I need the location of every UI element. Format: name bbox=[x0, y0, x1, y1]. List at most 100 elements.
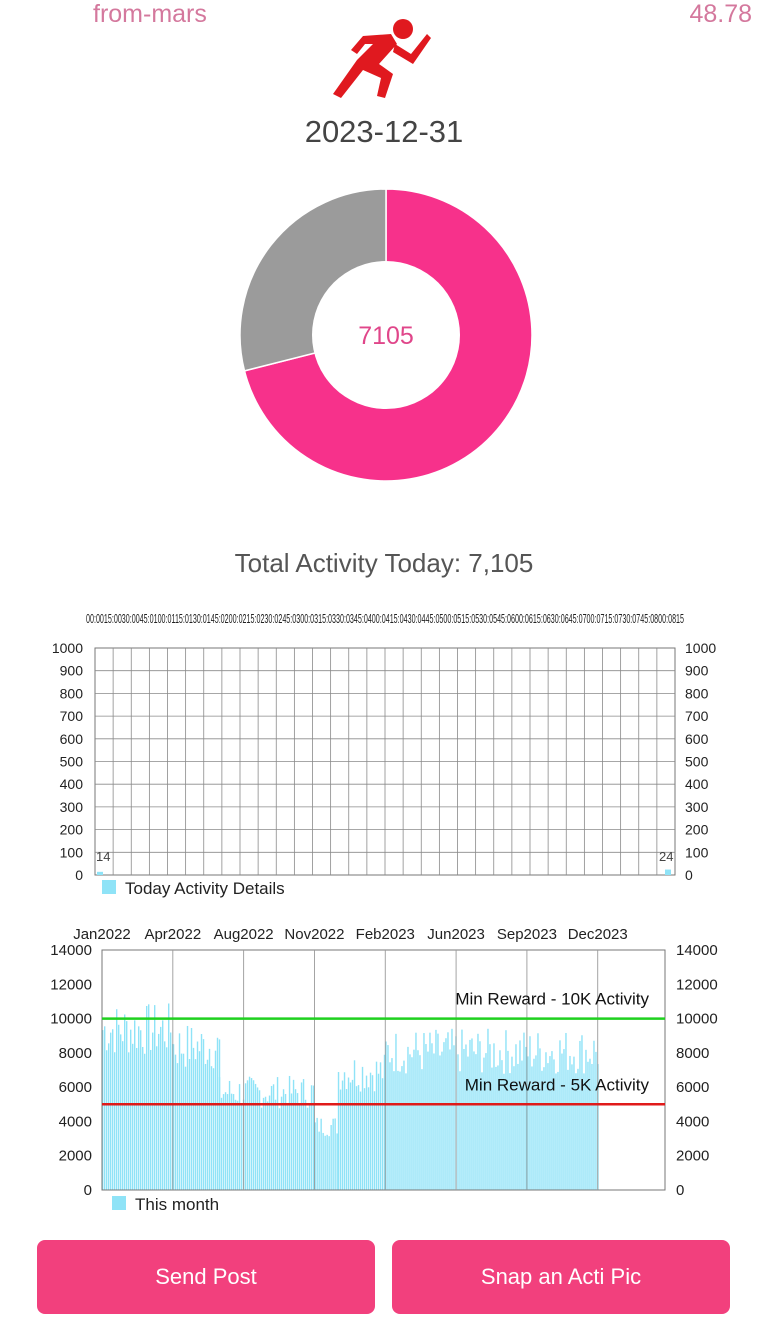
c2-bar bbox=[593, 1040, 595, 1190]
c2-y-tick-right: 8000 bbox=[676, 1045, 709, 1062]
c1-data-label: 24 bbox=[659, 849, 673, 864]
c2-bar bbox=[324, 1135, 326, 1190]
c2-bar bbox=[208, 1048, 211, 1190]
c2-bar bbox=[124, 1014, 126, 1190]
c2-y-tick-right: 0 bbox=[676, 1182, 684, 1199]
c1-y-tick-right: 1000 bbox=[685, 640, 716, 656]
c2-y-tick-right: 4000 bbox=[676, 1113, 709, 1130]
c2-bar bbox=[200, 1034, 203, 1190]
c2-bar bbox=[180, 1053, 183, 1190]
c1-y-tick-left: 400 bbox=[60, 776, 84, 792]
c2-bar bbox=[222, 1094, 225, 1190]
c2-y-tick-right: 12000 bbox=[676, 976, 718, 993]
c2-bar bbox=[537, 1033, 539, 1190]
c2-bar bbox=[401, 1066, 403, 1190]
c2-bar bbox=[471, 1038, 473, 1190]
c2-bar bbox=[320, 1118, 322, 1190]
today-activity-chart: 0 0 100 100 200 200 300 300 400 400 500 500 600 600 70… bbox=[0, 600, 768, 905]
c2-bar bbox=[507, 1050, 509, 1190]
c2-bar bbox=[304, 1099, 307, 1190]
c2-bar bbox=[339, 1089, 342, 1190]
c2-bar bbox=[302, 1079, 305, 1190]
c2-bar bbox=[373, 1091, 376, 1190]
c2-y-tick-left: 4000 bbox=[59, 1113, 92, 1130]
c2-bar bbox=[561, 1053, 563, 1190]
c2-bar bbox=[477, 1033, 479, 1190]
c2-bar bbox=[114, 1052, 116, 1190]
c2-bar bbox=[244, 1083, 247, 1190]
snap-pic-button[interactable]: Snap an Acti Pic bbox=[392, 1240, 730, 1314]
c2-bar bbox=[330, 1125, 332, 1190]
c2-bar bbox=[336, 1133, 338, 1190]
c2-x-tick: Jan2022 bbox=[73, 926, 131, 943]
c2-bar bbox=[294, 1089, 297, 1190]
c1-y-tick-left: 200 bbox=[60, 822, 84, 838]
c2-bar bbox=[278, 1108, 281, 1190]
c2-bar bbox=[545, 1052, 547, 1190]
c2-bar bbox=[262, 1097, 265, 1190]
c2-bar bbox=[220, 1097, 223, 1190]
c2-bar bbox=[583, 1073, 585, 1190]
c2-y-tick-left: 14000 bbox=[50, 942, 92, 959]
c2-bar bbox=[272, 1084, 275, 1190]
c2-bar bbox=[112, 1029, 114, 1190]
c2-bar bbox=[379, 1062, 382, 1190]
c2-ref-label: Min Reward - 10K Activity bbox=[455, 990, 649, 1009]
c2-bar bbox=[563, 1049, 565, 1190]
c2-bar bbox=[347, 1077, 350, 1190]
c2-bar bbox=[535, 1055, 537, 1190]
c2-bar bbox=[158, 1033, 160, 1190]
c2-bar bbox=[367, 1087, 370, 1190]
donut-center-value: 7105 bbox=[358, 322, 414, 350]
c2-bar bbox=[521, 1060, 523, 1190]
c2-bar bbox=[467, 1056, 469, 1190]
c2-bar bbox=[256, 1087, 259, 1190]
c2-bar bbox=[381, 1078, 384, 1190]
c1-data-label: 14 bbox=[96, 849, 110, 864]
c2-bar bbox=[419, 1055, 421, 1190]
send-post-button[interactable]: Send Post bbox=[37, 1240, 375, 1314]
c2-bar bbox=[138, 1026, 140, 1190]
c2-bar bbox=[463, 1048, 465, 1190]
c2-bar bbox=[453, 1045, 455, 1190]
c2-bar bbox=[397, 1070, 399, 1190]
c2-bar bbox=[533, 1058, 535, 1190]
c2-x-tick: Aug2022 bbox=[214, 926, 274, 943]
c2-bar bbox=[403, 1060, 405, 1190]
c2-bar bbox=[371, 1075, 374, 1190]
c2-bar bbox=[248, 1076, 251, 1190]
c2-bar bbox=[369, 1072, 372, 1190]
activity-donut-chart: 7105 bbox=[238, 187, 534, 483]
c2-plot-frame bbox=[101, 949, 666, 1191]
c2-bar bbox=[106, 1050, 108, 1190]
c2-bar bbox=[559, 1040, 561, 1190]
c2-bar bbox=[212, 1068, 215, 1190]
c2-bar bbox=[260, 1107, 263, 1190]
c2-bar bbox=[449, 1049, 451, 1190]
c2-bar bbox=[459, 1071, 461, 1190]
c2-bar bbox=[573, 1056, 575, 1190]
c2-bar bbox=[328, 1136, 330, 1190]
c2-bar bbox=[407, 1046, 409, 1190]
c2-y-tick-left: 0 bbox=[84, 1182, 92, 1199]
c2-legend-label: This month bbox=[135, 1195, 219, 1214]
c2-bar bbox=[359, 1091, 362, 1190]
c2-bar bbox=[513, 1066, 515, 1190]
c1-y-tick-right: 100 bbox=[685, 844, 709, 860]
c1-x-tick-strip: 00:0015:0030:0045:0100:0115:0130:0145:02… bbox=[86, 611, 684, 626]
c2-bar bbox=[457, 1054, 459, 1190]
c2-bar bbox=[341, 1080, 344, 1190]
c2-bar bbox=[296, 1093, 299, 1190]
c2-bar bbox=[423, 1033, 425, 1190]
c2-bar bbox=[495, 1066, 497, 1190]
c2-bar bbox=[389, 1062, 391, 1190]
c1-y-tick-right: 300 bbox=[685, 799, 709, 815]
c2-bar bbox=[461, 1029, 463, 1190]
c2-bar bbox=[421, 1069, 423, 1190]
c2-bar bbox=[152, 1032, 154, 1190]
c2-bar bbox=[363, 1088, 366, 1190]
c2-bar bbox=[473, 1051, 475, 1190]
c2-y-tick-right: 6000 bbox=[676, 1079, 709, 1096]
c2-bar bbox=[441, 1051, 443, 1190]
c2-bar bbox=[361, 1066, 364, 1190]
